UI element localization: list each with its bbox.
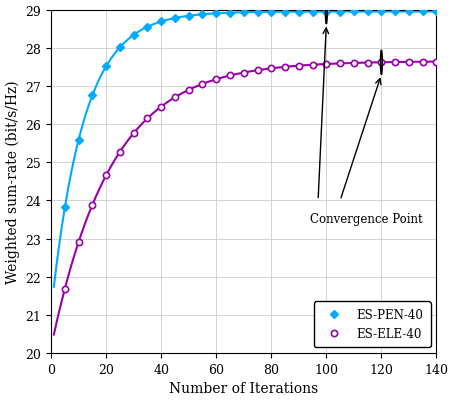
ES-PEN-40 bbox=[255, 10, 260, 15]
ES-ELE-40 bbox=[186, 88, 192, 93]
ES-PEN-40 bbox=[117, 46, 123, 51]
ES-PEN-40 bbox=[104, 65, 109, 69]
ES-PEN-40 bbox=[145, 25, 150, 30]
ES-PEN-40 bbox=[76, 138, 81, 143]
ES-PEN-40 bbox=[392, 10, 398, 15]
ES-ELE-40 bbox=[172, 95, 178, 100]
ES-ELE-40 bbox=[89, 203, 95, 208]
ES-ELE-40 bbox=[255, 69, 260, 73]
ES-ELE-40 bbox=[324, 63, 329, 67]
ES-PEN-40 bbox=[310, 10, 316, 15]
ES-ELE-40 bbox=[296, 64, 301, 69]
ES-PEN-40 bbox=[227, 11, 233, 16]
ES-PEN-40 bbox=[351, 10, 356, 15]
ES-ELE-40 bbox=[104, 173, 109, 178]
ES-PEN-40 bbox=[200, 13, 205, 18]
Legend: ES-PEN-40, ES-ELE-40: ES-PEN-40, ES-ELE-40 bbox=[314, 302, 430, 347]
ES-ELE-40 bbox=[76, 240, 81, 245]
ES-PEN-40 bbox=[62, 205, 68, 210]
ES-PEN-40 bbox=[434, 10, 439, 15]
ES-PEN-40 bbox=[365, 10, 370, 15]
ES-PEN-40 bbox=[213, 12, 219, 17]
ES-ELE-40 bbox=[131, 132, 136, 136]
ES-ELE-40 bbox=[434, 60, 439, 65]
ES-ELE-40 bbox=[213, 78, 219, 83]
ES-PEN-40 bbox=[282, 10, 288, 15]
Line: ES-ELE-40: ES-ELE-40 bbox=[62, 59, 439, 292]
ES-ELE-40 bbox=[227, 74, 233, 79]
ES-PEN-40 bbox=[186, 14, 192, 19]
ES-PEN-40 bbox=[420, 10, 425, 15]
ES-PEN-40 bbox=[131, 33, 136, 38]
ES-ELE-40 bbox=[392, 61, 398, 65]
ES-ELE-40 bbox=[310, 63, 316, 68]
ES-ELE-40 bbox=[62, 286, 68, 291]
ES-PEN-40 bbox=[337, 10, 343, 15]
ES-ELE-40 bbox=[337, 62, 343, 67]
Line: ES-PEN-40: ES-PEN-40 bbox=[62, 10, 439, 211]
ES-ELE-40 bbox=[282, 65, 288, 70]
ES-ELE-40 bbox=[269, 67, 274, 71]
X-axis label: Number of Iterations: Number of Iterations bbox=[169, 381, 318, 395]
ES-ELE-40 bbox=[379, 61, 384, 65]
ES-PEN-40 bbox=[158, 20, 164, 25]
ES-ELE-40 bbox=[158, 105, 164, 110]
ES-ELE-40 bbox=[406, 60, 412, 65]
ES-ELE-40 bbox=[145, 117, 150, 122]
ES-ELE-40 bbox=[117, 150, 123, 155]
Y-axis label: Weighted sum-rate (bit/s/Hz): Weighted sum-rate (bit/s/Hz) bbox=[5, 80, 20, 284]
ES-ELE-40 bbox=[420, 60, 425, 65]
ES-ELE-40 bbox=[241, 71, 247, 76]
ES-PEN-40 bbox=[324, 10, 329, 15]
ES-ELE-40 bbox=[365, 61, 370, 66]
ES-PEN-40 bbox=[379, 10, 384, 15]
ES-PEN-40 bbox=[296, 10, 301, 15]
ES-PEN-40 bbox=[89, 93, 95, 98]
ES-PEN-40 bbox=[269, 10, 274, 15]
ES-PEN-40 bbox=[406, 10, 412, 15]
Text: Convergence Point: Convergence Point bbox=[310, 213, 423, 225]
ES-PEN-40 bbox=[241, 11, 247, 16]
ES-ELE-40 bbox=[351, 61, 356, 66]
ES-ELE-40 bbox=[200, 82, 205, 87]
ES-PEN-40 bbox=[172, 16, 178, 21]
